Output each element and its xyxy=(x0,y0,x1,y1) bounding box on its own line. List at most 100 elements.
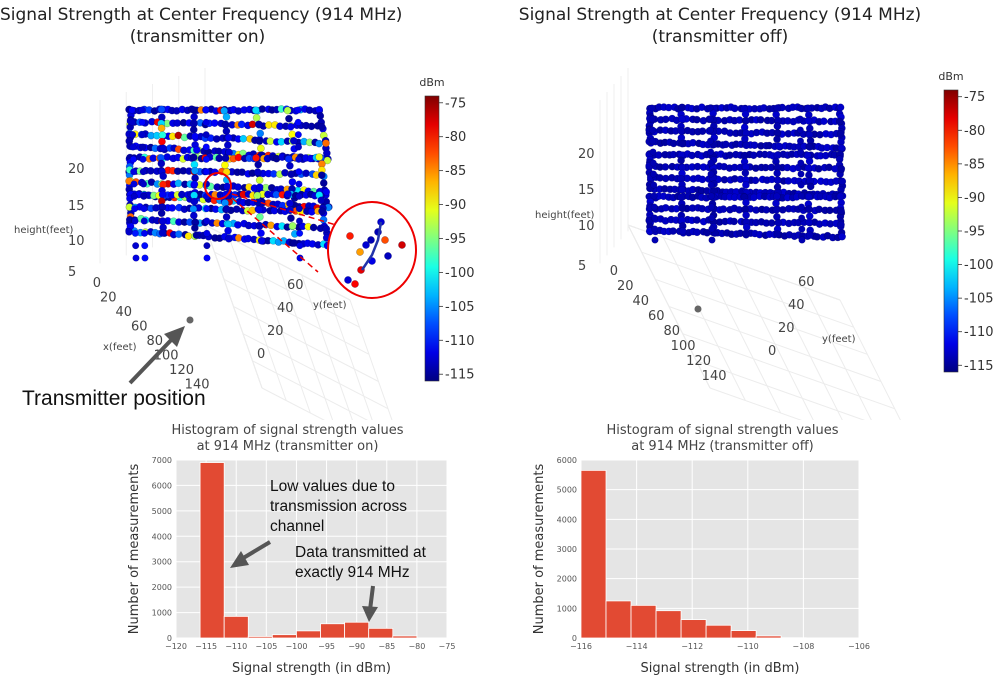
measurement-point xyxy=(190,119,198,127)
histogram-bar xyxy=(580,469,607,639)
measurement-point xyxy=(294,106,302,114)
measurement-point xyxy=(805,143,814,151)
histogram-bar xyxy=(655,610,682,639)
measurement-point xyxy=(805,218,813,227)
y-tick-label: 7000 xyxy=(152,456,172,465)
measurement-point xyxy=(158,137,166,146)
measurement-point xyxy=(706,126,714,134)
measurement-point xyxy=(707,170,715,178)
measurement-point xyxy=(157,209,166,218)
histogram-plot: 0 1000 2000 3000 4000 5000 6000 −116 −114 −112 −11… xyxy=(532,456,870,676)
measurement-point xyxy=(222,205,231,213)
measurement-point xyxy=(252,154,260,162)
y-tick-label: 0 xyxy=(167,634,172,643)
measurement-point xyxy=(796,126,804,134)
annotation-arrow-head xyxy=(230,551,249,568)
measurement-point xyxy=(138,131,147,139)
floor-grid-line xyxy=(839,299,901,420)
colorbar-tick-label: -90 xyxy=(445,198,466,213)
measurement-point xyxy=(295,192,303,200)
measurement-point xyxy=(773,169,782,178)
scatter3d-plot: 5101520height(feet)020406080100120140020… xyxy=(535,68,994,420)
x-tick-label: 140 xyxy=(702,369,727,384)
z-tick-label: 15 xyxy=(68,199,85,214)
floor-grid-line xyxy=(768,274,843,420)
colorbar-tick-label: -75 xyxy=(445,96,466,111)
measurement-point xyxy=(773,135,781,144)
measurement-point xyxy=(323,156,332,165)
measurement-point xyxy=(838,177,847,186)
z-tick-label: 15 xyxy=(578,183,595,198)
measurement-point xyxy=(318,122,326,131)
chart-title: Signal Strength at Center Frequency (914… xyxy=(518,5,922,47)
measurement-point xyxy=(837,164,846,173)
y-tick-label: 60 xyxy=(287,278,304,293)
measurement-point xyxy=(138,118,146,126)
measurement-point xyxy=(223,141,232,149)
measurement-point xyxy=(224,133,233,142)
measurement-point xyxy=(835,117,844,126)
measurement-point xyxy=(129,131,137,139)
measurement-point xyxy=(255,137,264,145)
measurement-point xyxy=(157,124,166,133)
measurement-point xyxy=(239,134,248,143)
measurement-point xyxy=(266,137,275,146)
measurement-point xyxy=(836,192,845,201)
measurement-point xyxy=(257,229,265,238)
annotation-914-mhz: Data transmitted at exactly 914 MHz xyxy=(295,544,426,581)
measurement-point xyxy=(287,214,295,223)
panel-histogram-transmitter-on: Histogram of signal strength values at 9… xyxy=(0,420,500,688)
x-tick-label: 60 xyxy=(131,320,148,335)
measurement-point xyxy=(141,254,149,262)
histogram-bar xyxy=(392,635,418,639)
measurement-point xyxy=(168,204,177,212)
floor-grid-line xyxy=(804,287,872,420)
measurement-point xyxy=(838,232,846,241)
measurement-point xyxy=(649,137,657,145)
measurement-point xyxy=(805,124,814,133)
measurement-point xyxy=(796,104,804,112)
measurement-point xyxy=(730,104,739,113)
histogram-bar xyxy=(368,627,394,639)
measurement-point xyxy=(139,180,148,188)
x-tick-label: −106 xyxy=(848,642,870,651)
annotation-arrow-shaft xyxy=(238,540,272,562)
measurement-point xyxy=(678,227,687,235)
x-tick-label: 80 xyxy=(663,324,680,339)
measurement-point xyxy=(158,217,167,225)
colorbar-tick-label: -105 xyxy=(445,300,475,315)
measurement-point xyxy=(131,205,139,213)
chart-title: Signal Strength at Center Frequency (914… xyxy=(0,5,403,47)
measurement-point xyxy=(302,169,310,178)
measurement-point xyxy=(719,205,728,213)
measurement-point xyxy=(707,159,715,167)
measurement-point xyxy=(669,227,677,235)
measurement-point xyxy=(693,216,701,224)
measurement-point xyxy=(677,156,685,165)
measurement-point xyxy=(651,225,659,233)
histogram-bar xyxy=(223,615,249,639)
annotation-arrow-shaft xyxy=(368,585,375,611)
y-tick-label: 0 xyxy=(768,344,776,359)
measurement-point xyxy=(203,254,211,262)
x-tick-label: 140 xyxy=(185,378,210,393)
zoom-point xyxy=(346,232,354,240)
x-tick-label: −95 xyxy=(318,642,335,651)
measurement-point xyxy=(129,155,137,163)
measurement-point xyxy=(234,183,242,191)
measurement-point xyxy=(251,106,260,115)
histogram-bar xyxy=(247,636,273,639)
y-axis-label: Number of measurements xyxy=(127,464,142,635)
measurement-point xyxy=(804,116,813,125)
zoom-point xyxy=(367,236,375,244)
measurement-point xyxy=(128,118,136,126)
measurement-point xyxy=(751,176,760,185)
measurement-point xyxy=(774,142,783,151)
measurement-point xyxy=(677,127,686,135)
measurement-point xyxy=(650,192,658,200)
floor-grid-line xyxy=(696,360,866,420)
y-tick-label: 60 xyxy=(798,275,815,290)
measurement-point xyxy=(648,126,657,134)
measurement-point xyxy=(281,168,289,177)
y-tick-label: 2000 xyxy=(557,575,577,584)
